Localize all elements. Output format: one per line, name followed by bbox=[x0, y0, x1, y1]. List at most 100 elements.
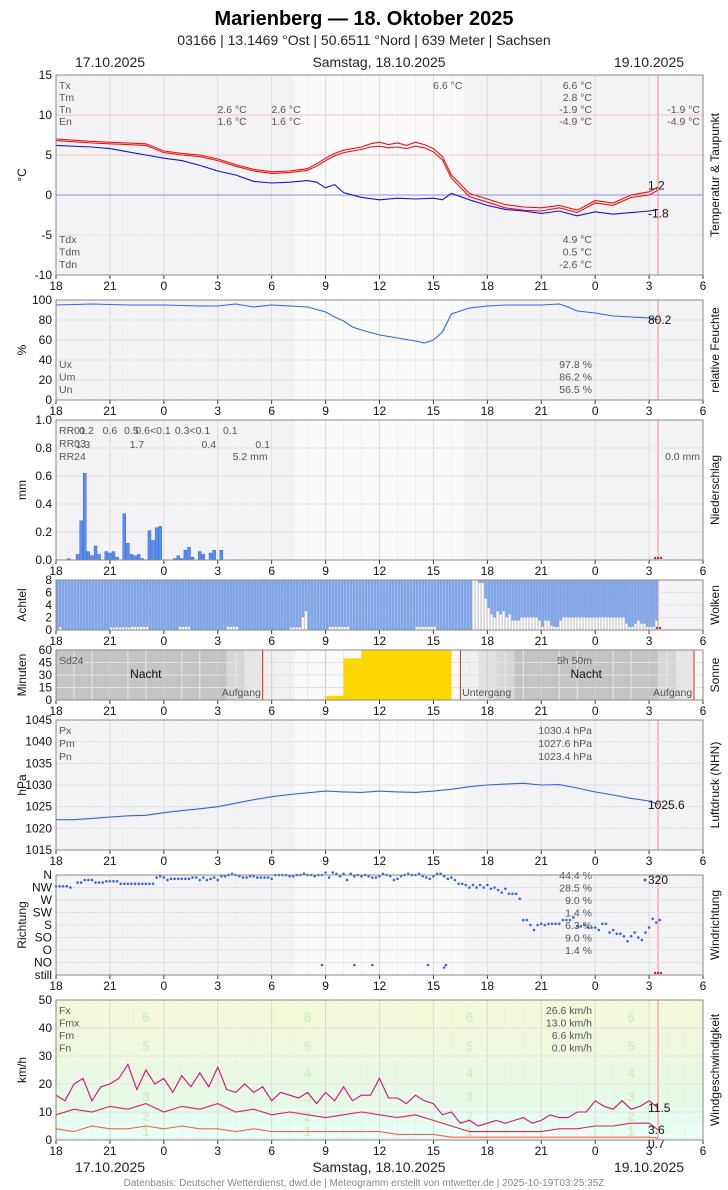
panel-y-label: Minuten bbox=[15, 654, 29, 697]
direction-point bbox=[122, 882, 126, 886]
stat-label-RR03: RR03 bbox=[59, 438, 86, 450]
direction-point bbox=[353, 963, 356, 967]
direction-point bbox=[374, 876, 378, 879]
direction-share: 9.0 % bbox=[565, 933, 592, 945]
night-label: Nacht bbox=[571, 667, 603, 681]
rr03-value: 1.3 bbox=[76, 439, 91, 451]
precip-bar bbox=[79, 520, 83, 561]
y-tick-label: 0 bbox=[45, 623, 52, 637]
x-tick-label: 21 bbox=[535, 634, 549, 648]
cloud-fill bbox=[247, 580, 251, 630]
x-tick-label: 15 bbox=[427, 564, 441, 578]
cloud-fill bbox=[532, 580, 535, 618]
cloud-fill bbox=[250, 580, 254, 630]
beaufort-number: 3 bbox=[627, 1089, 635, 1105]
beaufort-number: 2 bbox=[465, 1108, 473, 1124]
rr01-value: 0.1 bbox=[223, 425, 238, 437]
direction-point bbox=[270, 877, 273, 881]
cloud-fill bbox=[487, 580, 491, 609]
cloud-fill bbox=[583, 580, 586, 618]
stat-value: 56.5 % bbox=[559, 384, 592, 396]
cloud-fill bbox=[499, 580, 502, 615]
x-tick-label: 15 bbox=[427, 634, 441, 648]
cloud-fill bbox=[109, 580, 113, 628]
direction-point bbox=[511, 892, 514, 896]
x-tick-label: 0 bbox=[160, 404, 167, 418]
x-tick-label: 0 bbox=[160, 1144, 167, 1158]
plot-border bbox=[55, 579, 704, 631]
cloud-fill bbox=[97, 580, 101, 630]
x-tick-label: 21 bbox=[103, 634, 117, 648]
date-left-top: 17.10.2025 bbox=[75, 54, 145, 70]
direction-point bbox=[223, 874, 227, 878]
cloud-fill bbox=[358, 580, 362, 630]
plot-border bbox=[55, 874, 704, 976]
beaufort-number: 2 bbox=[142, 1108, 150, 1124]
stat-value-extra: -4.9 °C bbox=[667, 116, 700, 128]
x-tick-label: 0 bbox=[592, 854, 599, 868]
direction-point bbox=[557, 922, 561, 926]
x-tick-label: 0 bbox=[160, 564, 167, 578]
cloud-fill bbox=[640, 580, 643, 624]
cloud-fill bbox=[313, 580, 317, 630]
cloud-fill bbox=[274, 580, 278, 630]
x-tick-label: 9 bbox=[322, 564, 329, 578]
x-tick-label: 21 bbox=[535, 979, 549, 993]
x-tick-label: 3 bbox=[214, 404, 221, 418]
direction-point bbox=[424, 876, 428, 879]
direction-point bbox=[444, 963, 448, 967]
direction-point bbox=[611, 928, 615, 932]
sunrise-label: Aufgang bbox=[653, 687, 692, 699]
panel-right-label: Wolken bbox=[708, 585, 722, 625]
precip-bar bbox=[129, 554, 134, 561]
cloud-fill bbox=[304, 580, 308, 612]
direction-point bbox=[446, 877, 450, 881]
x-tick-label: 15 bbox=[427, 979, 441, 993]
cloud-fill bbox=[604, 580, 607, 618]
y-tick-label: 4 bbox=[45, 598, 52, 612]
x-tick-label: 0 bbox=[592, 979, 599, 993]
x-tick-label: 6 bbox=[268, 279, 275, 293]
beaufort-number: 1 bbox=[142, 1123, 150, 1139]
direction-point bbox=[259, 876, 263, 879]
cloud-fill bbox=[367, 580, 371, 630]
direction-point bbox=[158, 874, 162, 878]
cloud-fill bbox=[268, 580, 272, 630]
x-tick-label: 18 bbox=[481, 404, 495, 418]
y-tick-label: S bbox=[44, 918, 52, 932]
y-tick-label: SW bbox=[33, 906, 53, 920]
direction-point bbox=[601, 922, 604, 926]
cloud-fill bbox=[205, 580, 209, 630]
cloud-fill bbox=[283, 580, 287, 630]
direction-share: 44.4 % bbox=[559, 870, 592, 882]
night-shade bbox=[463, 300, 703, 400]
direction-point bbox=[133, 882, 137, 886]
direction-point bbox=[155, 876, 158, 879]
panel-pressure: 18 21 0 3 6 9 12 15 18 21 0 3 6 Luftdruck (NHN) hPa 104… bbox=[15, 713, 722, 868]
night-shade bbox=[463, 420, 703, 560]
x-tick-label: 9 bbox=[322, 279, 329, 293]
cloud-fill bbox=[625, 580, 628, 624]
direction-point bbox=[442, 874, 446, 878]
panel-y-label: mm bbox=[15, 480, 29, 500]
cloud-fill bbox=[85, 580, 89, 630]
end-label-gust: 11.5 bbox=[648, 1101, 671, 1115]
x-tick-label: 18 bbox=[481, 279, 495, 293]
x-tick-label: 6 bbox=[700, 404, 707, 418]
cloud-fill bbox=[634, 580, 637, 624]
panel-right-label: Windgeschwindigkeit bbox=[708, 1013, 722, 1126]
cloud-fill bbox=[88, 580, 92, 630]
cloud-fill bbox=[484, 580, 488, 599]
cloud-column bbox=[475, 579, 479, 631]
precip-bar bbox=[93, 545, 98, 561]
direction-point bbox=[525, 918, 529, 922]
cloud-fill bbox=[355, 580, 359, 630]
cloud-fill bbox=[253, 580, 257, 630]
rr03-value: 0.1 bbox=[255, 439, 270, 451]
direction-point bbox=[626, 939, 629, 943]
cloud-fill bbox=[466, 580, 470, 630]
stat-value: 13.0 km/h bbox=[546, 1018, 592, 1030]
cloud-fill bbox=[301, 580, 305, 618]
x-tick-label: 12 bbox=[373, 704, 387, 718]
